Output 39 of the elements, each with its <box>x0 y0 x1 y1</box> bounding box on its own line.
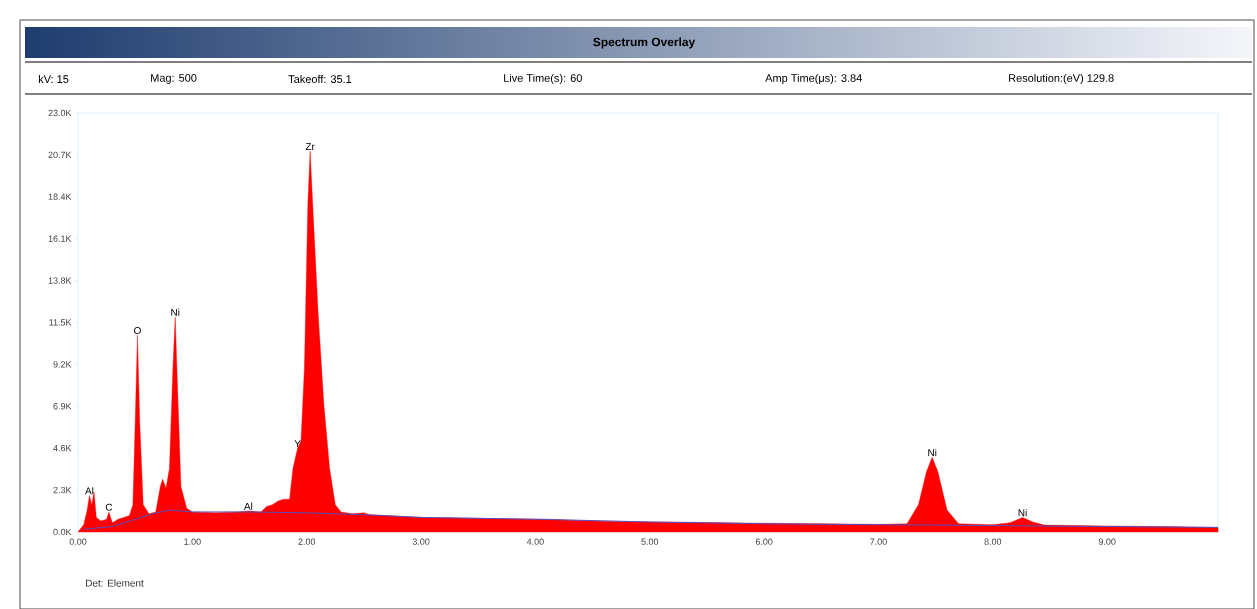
annotation: Y <box>294 439 301 447</box>
x-tick-label: 4.00 <box>526 538 544 545</box>
y-tick-label: 2.3K <box>53 486 72 494</box>
text: Resolution:(eV) 129.8 <box>1009 73 1114 84</box>
annotation: Ni <box>928 448 937 456</box>
y-tick-label: 16.1K <box>48 235 72 242</box>
y-tick-label: 23.0K <box>48 109 72 116</box>
x-tick-label: 3.00 <box>412 538 430 545</box>
x-tick-label: 6.00 <box>755 538 773 545</box>
text: Live Time(s): 60 <box>504 73 582 84</box>
x-tick-label: 5.00 <box>641 538 659 545</box>
y-tick-label: 0.0K <box>53 528 72 535</box>
y-tick-label: 18.4K <box>48 193 72 200</box>
annotation: Al <box>85 486 94 495</box>
text: Amp Time(μs): 3.84 <box>765 73 862 84</box>
chart-title: Spectrum Overlay <box>593 37 696 49</box>
y-tick-label: 20.7K <box>48 151 72 158</box>
x-tick-label: 7.00 <box>870 538 887 545</box>
y-tick-label: 9.2K <box>53 360 72 368</box>
line-series <box>83 509 1219 530</box>
x-tick-label: 9.00 <box>1098 538 1116 545</box>
x-tick-label: 8.00 <box>984 538 1002 545</box>
y-tick-label: 4.6K <box>53 444 72 452</box>
text: Takeoff: 35.1 <box>288 74 352 83</box>
text: Mag: 500 <box>151 73 197 84</box>
y-tick-label: 6.9K <box>53 402 72 410</box>
y-tick-label: 11.5K <box>49 319 72 326</box>
annotation: Zr <box>305 142 315 150</box>
annotation: Ni <box>1018 508 1027 516</box>
text: kV: 15 <box>38 74 69 83</box>
x-tick-label: 0.00 <box>69 538 87 545</box>
x-tick-label: 1.00 <box>184 538 201 545</box>
annotation: Al <box>243 502 253 510</box>
annotation: O <box>134 326 141 334</box>
annotation: Ni <box>171 308 180 316</box>
annotation: C <box>105 503 113 511</box>
x-tick-label: 2.00 <box>298 538 316 545</box>
text: Det: Element <box>86 579 144 587</box>
y-tick-label: 13.8K <box>48 277 72 284</box>
